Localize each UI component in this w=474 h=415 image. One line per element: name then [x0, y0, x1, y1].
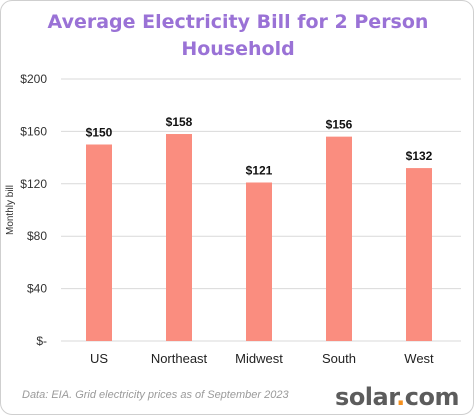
y-tick-label: $40 [27, 282, 47, 296]
chart-title-line-1: Average Electricity Bill for 2 Person [47, 11, 429, 33]
y-tick-label: $200 [20, 72, 47, 86]
y-axis-ticks: $- $40 $80 $120 $160 $200 [20, 72, 47, 348]
x-tick-label: Midwest [235, 351, 283, 366]
logo-word: solar [335, 383, 397, 411]
bar-northeast [166, 134, 192, 341]
bar-south [326, 136, 352, 341]
y-tick-label: $160 [20, 124, 47, 138]
data-label: $158 [166, 115, 193, 129]
logo-dot: . [396, 383, 405, 411]
chart-title-line-2: Household [181, 38, 295, 60]
y-tick-label: $80 [27, 229, 47, 243]
y-axis-label: Monthly bill [5, 185, 16, 235]
x-tick-label: South [322, 351, 356, 366]
x-axis-ticks: US Northeast Midwest South West [90, 351, 434, 366]
bar-us [86, 144, 112, 341]
data-label: $150 [86, 126, 113, 140]
data-label: $132 [406, 149, 433, 163]
y-tick-label: $120 [20, 177, 47, 191]
chart-title: Average Electricity Bill for 2 Person Ho… [1, 9, 473, 63]
y-tick-label: $- [36, 334, 47, 348]
x-tick-label: Northeast [151, 351, 208, 366]
source-note: Data: EIA. Grid electricity prices as of… [22, 389, 289, 401]
data-labels: $150 $158 $121 $156 $132 [86, 115, 433, 177]
x-tick-label: West [404, 351, 434, 366]
data-label: $121 [246, 163, 273, 177]
bar-west [406, 168, 432, 341]
solar-com-logo: solar.com [335, 383, 459, 411]
logo-suffix: com [404, 383, 460, 411]
data-label: $156 [326, 118, 353, 132]
bar-midwest [246, 182, 272, 341]
bars [86, 134, 432, 341]
x-tick-label: US [90, 351, 108, 366]
